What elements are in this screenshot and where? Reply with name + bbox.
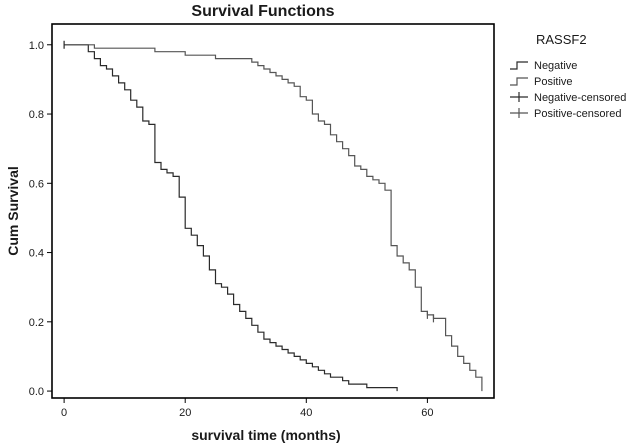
- legend-label-positive-censored: Positive-censored: [534, 108, 621, 120]
- y-tick-label: 0.6: [29, 178, 44, 190]
- y-axis-label: Cum Survival: [5, 166, 21, 255]
- x-axis-label: survival time (months): [191, 427, 340, 443]
- series-line-negative: [64, 44, 398, 392]
- x-tick-label: 40: [300, 407, 312, 419]
- legend-label-negative: Negative: [534, 60, 577, 72]
- y-tick-label: 0.8: [29, 109, 44, 121]
- x-tick-label: 60: [421, 407, 433, 419]
- legend-label-negative-censored: Negative-censored: [534, 92, 626, 104]
- y-tick-label: 1.0: [29, 40, 44, 52]
- y-tick-label: 0.0: [29, 386, 44, 398]
- legend-title: RASSF2: [536, 32, 587, 47]
- y-tick-label: 0.2: [29, 317, 44, 329]
- plot-frame: [51, 23, 495, 399]
- legend-label-positive: Positive: [534, 76, 573, 88]
- chart-title: Survival Functions: [191, 3, 334, 20]
- x-tick-label: 20: [179, 407, 191, 419]
- x-tick-label: 0: [61, 407, 67, 419]
- axis-ticks: 0 20 40 60 0.0 0.2 0.4 0.6 0.8 1.0: [29, 40, 434, 419]
- legend: RASSF2 Negative Positive Negative-censored…: [510, 32, 626, 120]
- y-tick-label: 0.4: [29, 248, 44, 260]
- legend-swatch-negative: [510, 61, 528, 70]
- plot-series: [63, 40, 483, 392]
- legend-swatch-positive: [510, 77, 528, 86]
- series-line-positive: [64, 44, 483, 392]
